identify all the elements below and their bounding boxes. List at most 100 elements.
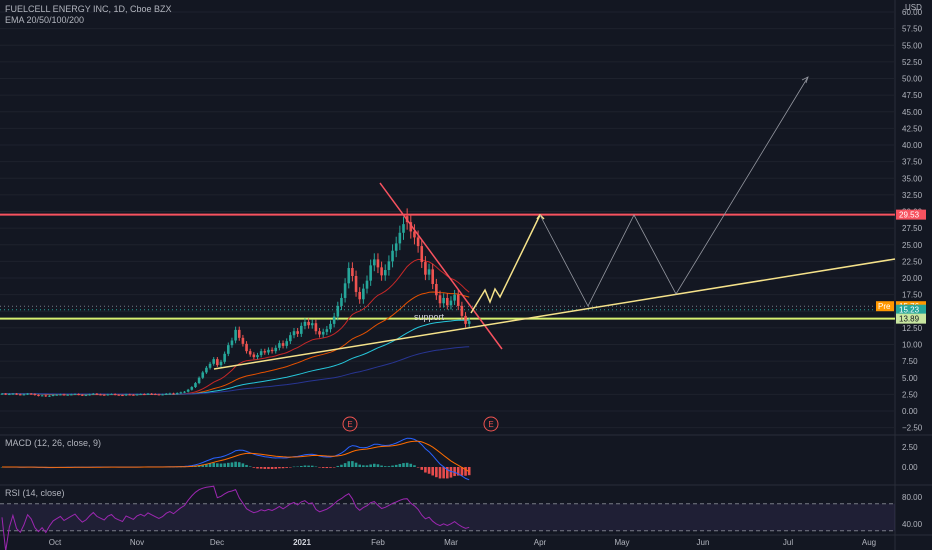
candle xyxy=(102,394,106,396)
y-tick-label: 42.50 xyxy=(902,124,923,133)
macd-tick-label: 0.00 xyxy=(902,463,918,472)
candle xyxy=(99,394,102,396)
candle xyxy=(332,316,336,324)
candle xyxy=(51,395,55,397)
candle xyxy=(336,305,340,317)
y-tick-label: 52.50 xyxy=(902,58,923,67)
y-tick-label: 10.00 xyxy=(902,341,923,350)
macd-histogram-bar xyxy=(263,467,267,469)
macd-histogram-bar xyxy=(314,466,318,468)
macd-histogram-bar xyxy=(427,467,431,474)
macd-histogram-bar xyxy=(212,462,215,467)
rsi-tick-label: 40.00 xyxy=(902,520,923,529)
x-tick-label: Aug xyxy=(862,538,876,547)
candle xyxy=(190,387,194,390)
x-tick-label: Jun xyxy=(697,538,710,547)
price-badge xyxy=(896,313,926,324)
candle xyxy=(376,259,380,268)
earnings-label: E xyxy=(347,420,352,429)
macd-histogram-bar xyxy=(270,467,274,469)
candle xyxy=(73,394,77,396)
candle xyxy=(398,232,402,244)
y-tick-label: −2.50 xyxy=(902,424,923,433)
candle xyxy=(15,393,18,395)
y-tick-label: 25.00 xyxy=(902,241,923,250)
macd-histogram-bar xyxy=(340,464,343,467)
candle xyxy=(150,393,153,395)
candle xyxy=(164,393,168,395)
y-tick-label: 20.00 xyxy=(902,274,923,283)
candle xyxy=(44,395,48,397)
candle xyxy=(391,250,394,262)
candle xyxy=(18,394,22,396)
candle xyxy=(183,391,186,393)
candle xyxy=(354,276,358,292)
candle xyxy=(77,394,80,396)
candle xyxy=(33,394,37,396)
x-tick-label: Nov xyxy=(130,538,144,547)
candle xyxy=(124,394,128,396)
macd-histogram-bar xyxy=(307,465,310,467)
y-tick-label: 57.50 xyxy=(902,25,923,34)
candle xyxy=(453,294,456,301)
candle xyxy=(245,343,248,352)
candle xyxy=(194,383,197,388)
candle xyxy=(0,393,4,395)
candle xyxy=(179,392,183,394)
macd-histogram-bar xyxy=(292,466,296,468)
candle xyxy=(146,393,150,395)
candle xyxy=(143,394,146,396)
y-tick-label: 32.50 xyxy=(902,191,923,200)
y-tick-label: 55.00 xyxy=(902,41,923,50)
macd-histogram-bar xyxy=(442,467,445,479)
macd-histogram-bar xyxy=(296,466,299,468)
candle xyxy=(172,393,175,395)
candle xyxy=(139,394,142,396)
candle xyxy=(81,394,84,396)
macd-histogram-bar xyxy=(300,465,303,467)
candle xyxy=(438,295,442,304)
candle xyxy=(310,323,314,326)
macd-histogram-bar xyxy=(358,464,361,467)
chart-legend: FUELCELL ENERGY INC, 1D, Cboe BZX EMA 20… xyxy=(5,4,172,26)
candle xyxy=(267,349,270,353)
candle xyxy=(252,354,256,358)
candle xyxy=(446,297,449,306)
candle xyxy=(259,351,263,356)
macd-histogram-bar xyxy=(223,463,226,467)
candle xyxy=(186,389,190,392)
x-tick-label: Oct xyxy=(49,538,62,547)
candle xyxy=(318,331,321,335)
candle xyxy=(95,393,99,395)
x-tick-label: Feb xyxy=(371,538,385,547)
candle xyxy=(329,323,332,330)
symbol-title: FUELCELL ENERGY INC, 1D, Cboe BZX xyxy=(5,4,172,14)
candle xyxy=(216,359,219,366)
candle xyxy=(427,269,431,275)
macd-histogram-bar xyxy=(387,466,391,467)
candle xyxy=(296,331,299,334)
macd-histogram-bar xyxy=(237,462,241,467)
candle xyxy=(274,347,278,352)
macd-title: MACD (12, 26, close, 9) xyxy=(5,438,102,448)
earnings-label: E xyxy=(488,420,493,429)
earnings-marker xyxy=(342,416,358,432)
macd-histogram-bar xyxy=(467,467,471,476)
candle xyxy=(135,394,139,396)
macd-histogram-bar xyxy=(332,467,336,468)
macd-histogram-bar xyxy=(383,466,387,467)
candle xyxy=(300,325,303,334)
candle xyxy=(219,361,223,366)
candle xyxy=(413,231,416,238)
candle xyxy=(263,351,267,353)
forecast-path xyxy=(539,76,809,307)
y-tick-label: 12.50 xyxy=(902,324,923,333)
candle xyxy=(256,355,259,358)
rsi-tick-label: 80.00 xyxy=(902,493,923,502)
descending-trendline xyxy=(379,182,503,350)
price-badge xyxy=(896,209,926,220)
macd-histogram-bar xyxy=(343,463,347,467)
macd-histogram-bar xyxy=(416,467,420,468)
